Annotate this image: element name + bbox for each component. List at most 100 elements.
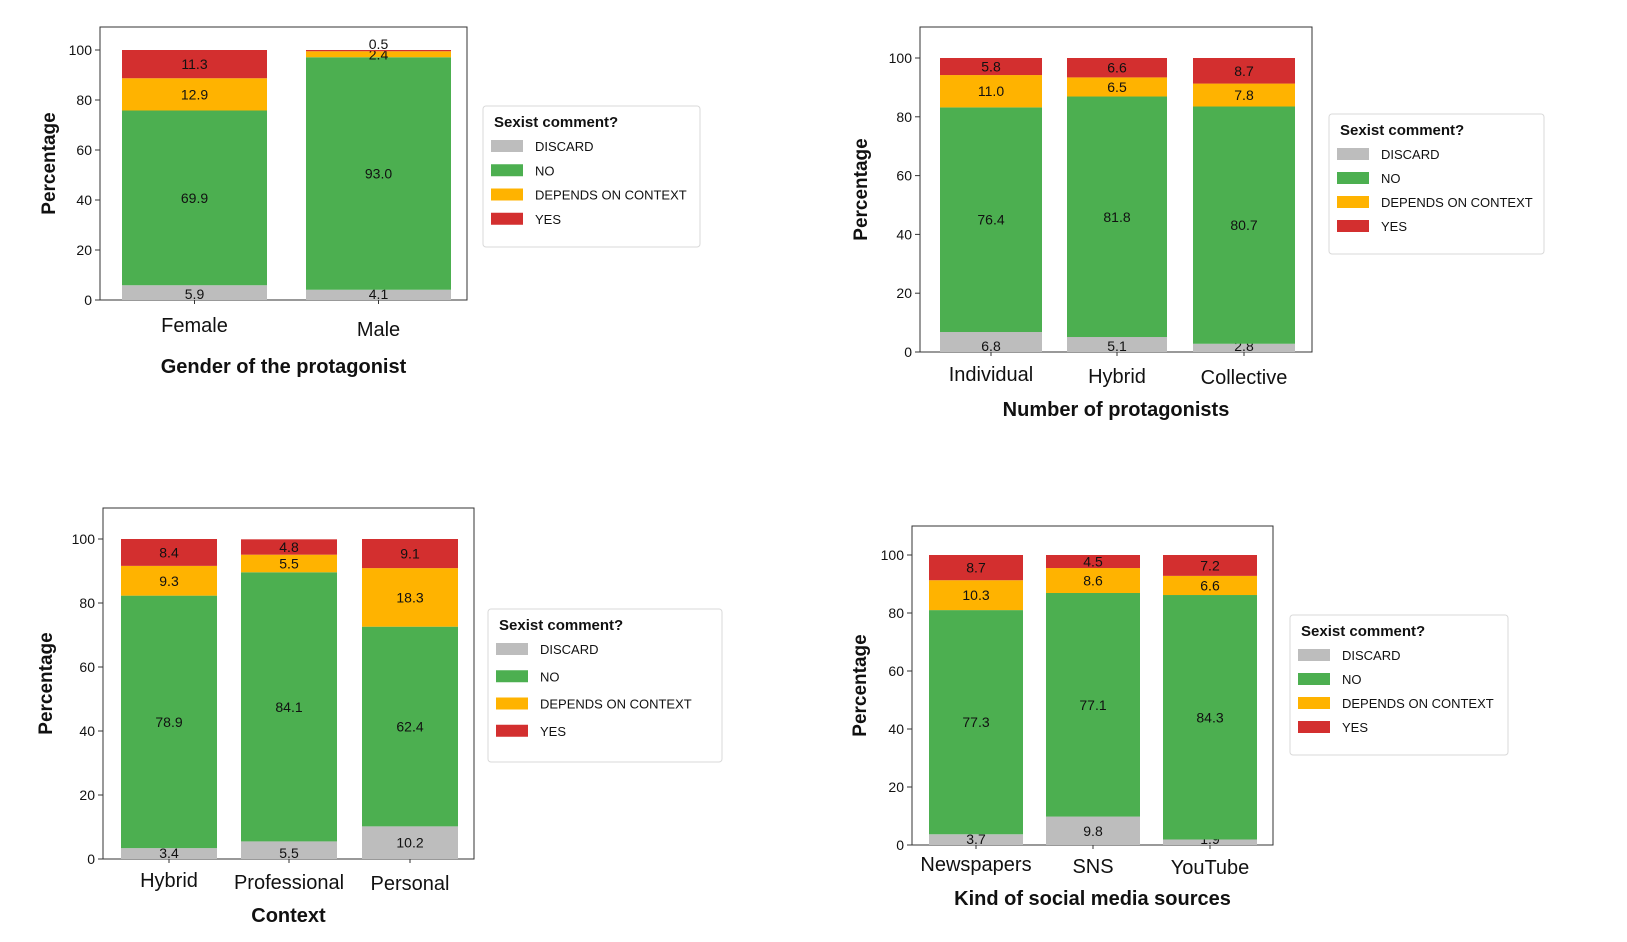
y-axis-title: Percentage bbox=[850, 634, 871, 736]
bar-segment-depends-on-context-male bbox=[306, 51, 451, 58]
x-axis-title: Gender of the protagonist bbox=[161, 356, 407, 378]
bar-segment-no-personal bbox=[362, 626, 458, 827]
bar-segment-yes-collective bbox=[1193, 58, 1295, 84]
bar-value-label: 80.7 bbox=[1230, 217, 1257, 233]
y-tick-label: 100 bbox=[72, 531, 96, 547]
legend: Sexist comment? DISCARD NO DEPENDS ON CONTE… bbox=[487, 608, 723, 763]
y-axis-title: Percentage bbox=[851, 138, 872, 240]
chart-2: 0 20 40 60 80 100 Percentage 6.8 76.4 11.0 5.8 Indi… bbox=[851, 26, 1545, 421]
legend-box bbox=[1328, 113, 1545, 255]
legend-title: Sexist comment? bbox=[499, 617, 623, 634]
bar-segment-yes-individual bbox=[940, 58, 1042, 76]
bar-segment-no-female bbox=[122, 110, 267, 286]
legend-title: Sexist comment? bbox=[1340, 122, 1464, 139]
y-tick-label: 40 bbox=[896, 226, 912, 242]
bar-segment-depends-on-context-youtube bbox=[1163, 575, 1257, 596]
bar-segment-depends-on-context-sns bbox=[1046, 568, 1140, 593]
legend-swatch-discard bbox=[1337, 148, 1369, 160]
bar-segment-yes-female bbox=[122, 50, 267, 79]
y-tick-label: 60 bbox=[76, 142, 92, 158]
x-category-label: Collective bbox=[1201, 367, 1288, 389]
bar-segment-no-youtube bbox=[1163, 595, 1257, 840]
legend-swatch-depends-on-context bbox=[1337, 196, 1369, 208]
bar-value-label: 6.8 bbox=[981, 338, 1001, 354]
legend-swatch-depends-on-context bbox=[1298, 697, 1330, 709]
y-tick-label: 0 bbox=[87, 851, 95, 867]
legend-label: YES bbox=[540, 724, 566, 739]
x-axis-title: Context bbox=[251, 905, 326, 927]
legend-box bbox=[1289, 614, 1509, 756]
bar-segment-depends-on-context-hybrid bbox=[121, 565, 217, 596]
bar-segment-discard-sns bbox=[1046, 816, 1140, 845]
bar-segment-discard-youtube bbox=[1163, 839, 1257, 845]
legend-swatch-yes bbox=[496, 724, 528, 737]
bar-value-label: 8.7 bbox=[966, 560, 986, 576]
legend-label: DEPENDS ON CONTEXT bbox=[535, 188, 687, 203]
legend-title: Sexist comment? bbox=[494, 114, 618, 131]
legend-label: YES bbox=[535, 212, 561, 227]
legend-swatch-no bbox=[1298, 673, 1330, 685]
bar-segment-no-hybrid bbox=[1067, 96, 1167, 338]
x-category-label: Hybrid bbox=[140, 870, 198, 892]
bar-segment-no-male bbox=[306, 57, 451, 290]
y-axis-title: Percentage bbox=[36, 632, 57, 734]
bar-value-label: 6.6 bbox=[1200, 577, 1220, 593]
bar-segment-yes-male bbox=[306, 50, 451, 52]
legend-label: DEPENDS ON CONTEXT bbox=[1381, 195, 1533, 210]
chart-3: 0 20 40 60 80 100 Percentage 3.4 78.9 9.3 8.4 Hybri… bbox=[36, 507, 723, 927]
bar-segment-no-individual bbox=[940, 107, 1042, 333]
bar-value-label: 12.9 bbox=[181, 86, 208, 102]
x-category-label: Individual bbox=[949, 364, 1034, 386]
legend-label: YES bbox=[1342, 720, 1368, 735]
legend-swatch-discard bbox=[496, 643, 528, 655]
bar-value-label: 62.4 bbox=[396, 719, 423, 735]
legend-box bbox=[487, 608, 723, 763]
x-axis-title: Number of protagonists bbox=[1003, 399, 1230, 421]
legend-swatch-yes bbox=[1337, 220, 1369, 232]
legend-label: DISCARD bbox=[1381, 147, 1440, 162]
bar-segment-yes-hybrid bbox=[1067, 58, 1167, 78]
y-tick-label: 100 bbox=[881, 547, 905, 563]
bar-segment-no-professional bbox=[241, 572, 337, 842]
y-tick-label: 80 bbox=[888, 605, 904, 621]
y-tick-label: 60 bbox=[888, 663, 904, 679]
bar-segment-no-collective bbox=[1193, 106, 1295, 344]
bar-value-label: 77.1 bbox=[1079, 697, 1106, 713]
bar-value-label: 8.4 bbox=[159, 544, 179, 560]
bar-segment-depends-on-context-newspapers bbox=[929, 580, 1023, 611]
y-tick-label: 60 bbox=[79, 659, 95, 675]
bar-value-label: 5.8 bbox=[981, 59, 1001, 75]
legend-title: Sexist comment? bbox=[1301, 623, 1425, 640]
bar-value-label: 3.7 bbox=[966, 831, 986, 847]
y-tick-label: 100 bbox=[69, 42, 93, 58]
bar-value-label: 5.1 bbox=[1107, 338, 1127, 354]
legend-swatch-no bbox=[496, 670, 528, 683]
y-tick-label: 20 bbox=[76, 242, 92, 258]
y-tick-label: 0 bbox=[896, 837, 904, 853]
legend-label: DISCARD bbox=[535, 139, 594, 154]
legend: Sexist comment? DISCARD NO DEPENDS ON CONTE… bbox=[482, 105, 701, 248]
bar-value-label: 4.5 bbox=[1083, 554, 1103, 570]
bar-segment-discard-collective bbox=[1193, 343, 1295, 352]
y-tick-label: 20 bbox=[888, 779, 904, 795]
bar-value-label: 5.9 bbox=[185, 286, 205, 302]
legend-box bbox=[482, 105, 701, 248]
bar-value-label: 7.2 bbox=[1200, 557, 1220, 573]
legend-label: NO bbox=[1381, 171, 1401, 186]
x-category-label: Female bbox=[161, 315, 228, 337]
bar-value-label: 4.1 bbox=[369, 286, 389, 302]
legend: Sexist comment? DISCARD NO DEPENDS ON CONTE… bbox=[1289, 614, 1509, 756]
legend-swatch-discard bbox=[491, 140, 523, 152]
x-category-label: Personal bbox=[371, 873, 450, 895]
bar-value-label: 5.5 bbox=[279, 845, 299, 861]
x-category-label: Professional bbox=[234, 872, 344, 894]
legend-label: DISCARD bbox=[540, 642, 599, 657]
y-tick-label: 20 bbox=[896, 285, 912, 301]
bar-value-label: 84.3 bbox=[1196, 709, 1223, 725]
legend-swatch-yes bbox=[491, 212, 523, 225]
bar-value-label: 8.7 bbox=[1234, 63, 1254, 79]
legend-swatch-depends-on-context bbox=[496, 697, 528, 710]
bar-segment-depends-on-context-female bbox=[122, 78, 267, 111]
legend-label: DEPENDS ON CONTEXT bbox=[1342, 696, 1494, 711]
